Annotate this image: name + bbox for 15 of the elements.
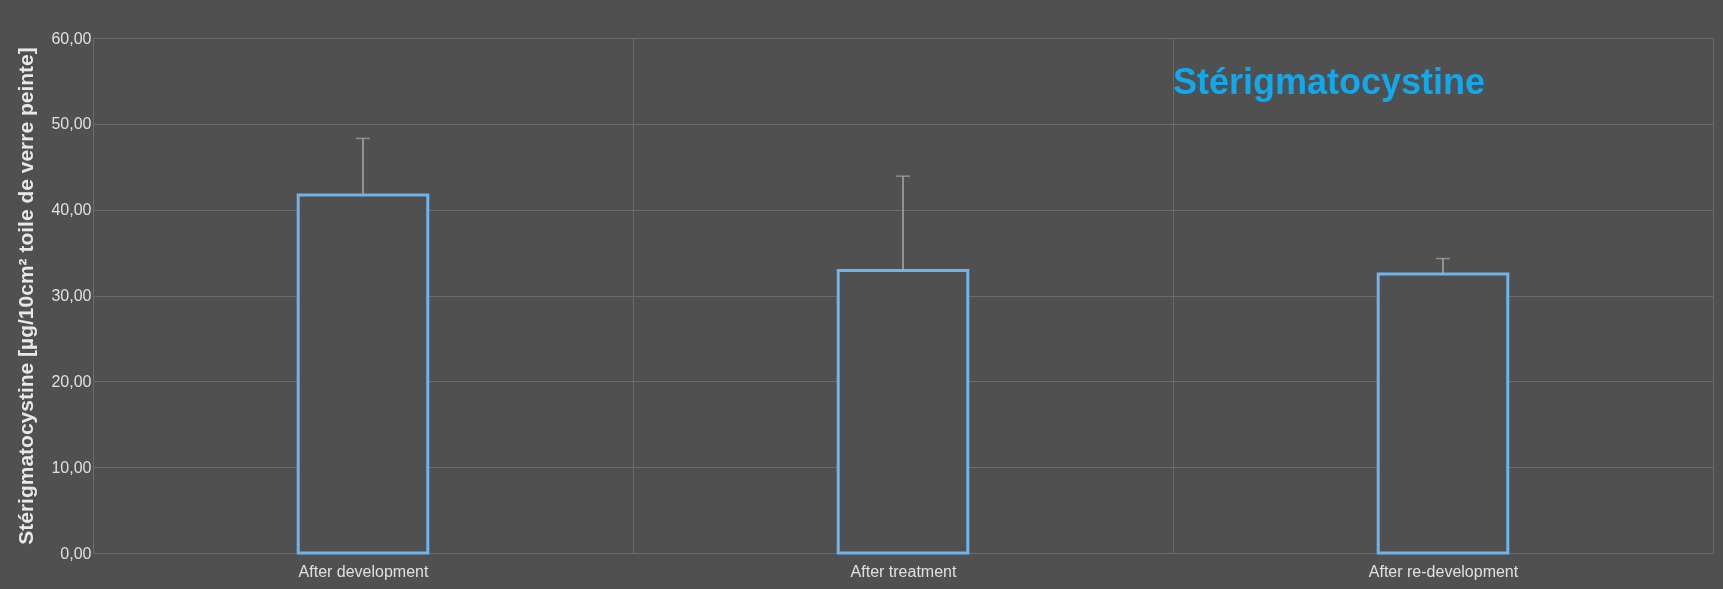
y-tick-label: 50,00 <box>51 115 92 133</box>
y-tick-label: 10,00 <box>51 458 92 476</box>
y-tick-label: 40,00 <box>51 201 92 219</box>
x-tick-label: After re-development <box>1368 562 1519 580</box>
text: Stérigmatocystine <box>1173 61 1486 102</box>
bar <box>836 269 970 555</box>
bar <box>1376 272 1510 555</box>
y-tick-label: 60,00 <box>51 29 92 47</box>
x-tick-label: After development <box>298 562 429 580</box>
y-axis-title: Stérigmatocystine [µg/10cm² toile de verre peinte] <box>14 47 38 545</box>
y-tick-label: 20,00 <box>51 372 92 390</box>
bar <box>296 193 430 555</box>
y-tick-label: 0,00 <box>60 544 92 562</box>
y-tick-label: 30,00 <box>51 287 92 304</box>
x-tick-label: After treatment <box>850 562 957 580</box>
